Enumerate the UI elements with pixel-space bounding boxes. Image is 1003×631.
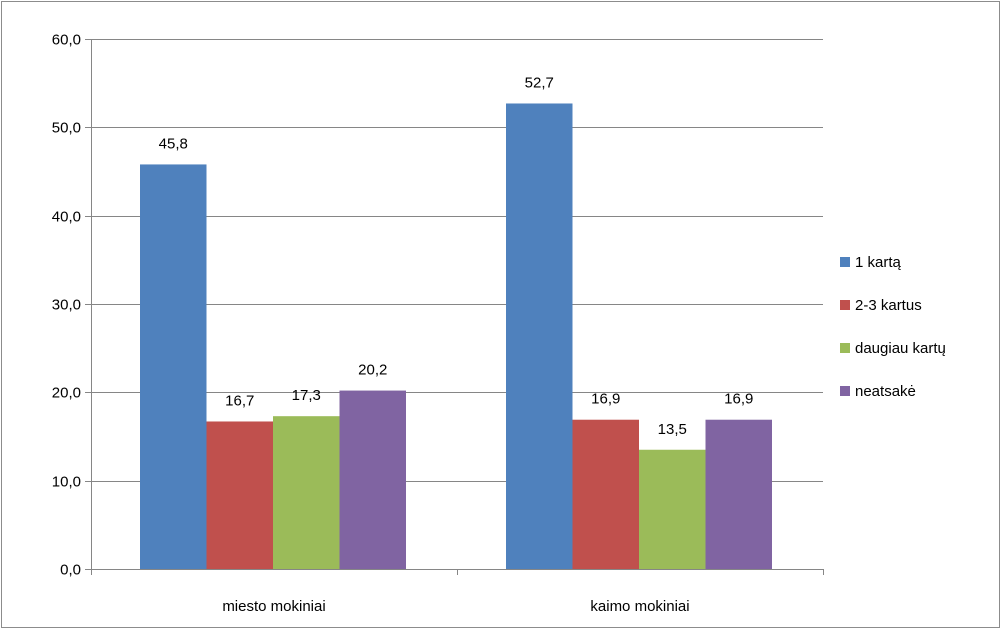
legend-label: daugiau kartų [855, 340, 946, 357]
data-labels: 45,8 16,7 17,3 20,2 52,7 16,9 13,5 16,9 [159, 74, 754, 437]
legend: 1 kartą 2-3 kartus daugiau kartų neatsakė [840, 254, 946, 400]
bar [572, 419, 639, 569]
legend-swatch [840, 257, 850, 267]
bars [140, 103, 772, 569]
y-tick-label: 30,0 [52, 297, 81, 314]
legend-swatch [840, 300, 850, 310]
legend-swatch [840, 386, 850, 396]
data-label: 16,9 [591, 391, 620, 408]
y-tick-label: 40,0 [52, 209, 81, 226]
bar [140, 164, 207, 569]
data-label: 17,3 [292, 387, 321, 404]
bar [273, 416, 340, 569]
y-tick-label: 20,0 [52, 385, 81, 402]
data-label: 16,7 [225, 392, 254, 409]
data-label: 45,8 [159, 135, 188, 152]
legend-label: 2-3 kartus [855, 297, 922, 314]
bar [639, 449, 706, 569]
y-tick-label: 10,0 [52, 474, 81, 491]
legend-label: 1 kartą [855, 254, 902, 271]
data-label: 52,7 [525, 74, 554, 91]
legend-swatch [840, 343, 850, 353]
y-tick-label: 50,0 [52, 120, 81, 137]
bar [705, 419, 772, 569]
x-category-label: miesto mokiniai [222, 598, 325, 615]
y-tick-label: 60,0 [52, 32, 81, 49]
bar [339, 390, 406, 569]
y-tick-label: 0,0 [60, 562, 81, 579]
axes: 0,0 10,0 20,0 30,0 40,0 50,0 60,0 miesto mokini… [52, 32, 824, 615]
legend-label: neatsakė [855, 383, 916, 400]
data-label: 16,9 [724, 391, 753, 408]
x-category-label: kaimo mokiniai [590, 598, 689, 615]
bar [506, 103, 573, 569]
data-label: 13,5 [658, 421, 687, 438]
data-label: 20,2 [358, 362, 387, 379]
bar [206, 421, 273, 569]
